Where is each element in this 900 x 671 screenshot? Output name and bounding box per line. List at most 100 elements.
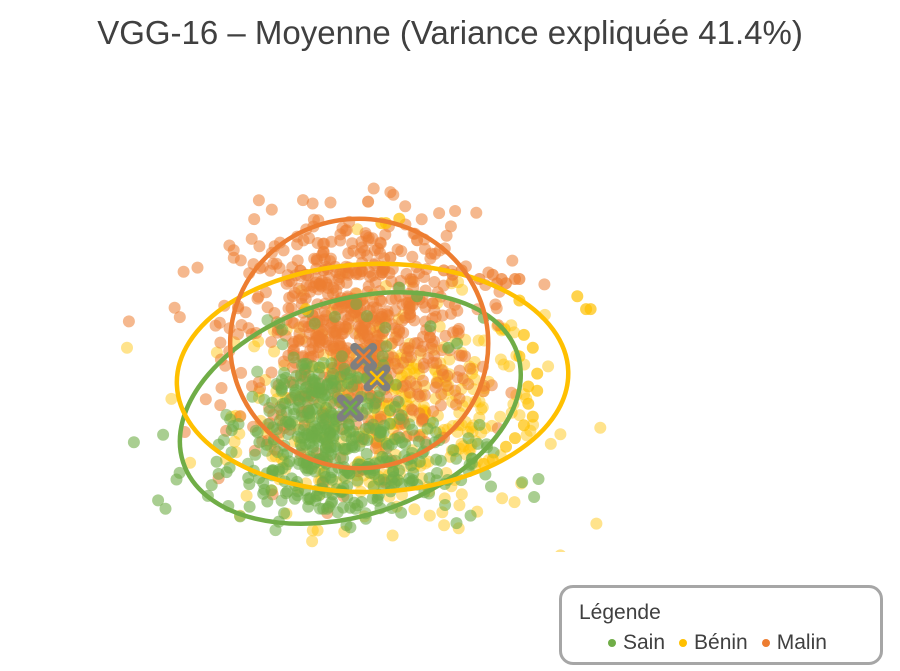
point-sain (434, 454, 447, 467)
point-malin (506, 254, 519, 267)
centroid-malin (350, 342, 378, 370)
point-malin (435, 388, 448, 401)
point-sain (263, 405, 276, 417)
point-sain (471, 437, 484, 450)
point-malin (399, 200, 412, 213)
point-sain (447, 444, 460, 456)
point-malin (416, 412, 429, 425)
point-sain (276, 462, 289, 475)
point-sain-outlier (442, 341, 455, 354)
point-sain (220, 408, 233, 421)
point-sain (316, 476, 329, 489)
point-sain (412, 435, 425, 448)
point-sain (246, 390, 259, 403)
point-malin (451, 371, 464, 384)
point-sain (337, 501, 350, 514)
point-bénin-outlier (571, 290, 584, 303)
point-sain (387, 465, 400, 478)
point-malin (285, 302, 298, 315)
point-sain (367, 480, 380, 493)
point-malin (252, 194, 265, 207)
point-malin (235, 366, 248, 379)
point-sain (379, 321, 392, 334)
point-sain (288, 492, 301, 505)
point-sain (288, 407, 300, 420)
point-bénin (475, 403, 488, 416)
point-bénin (386, 529, 399, 542)
point-sain (403, 418, 416, 431)
point-malin (490, 302, 503, 315)
point-sain (210, 455, 223, 468)
point-malin (277, 355, 290, 368)
point-malin (291, 238, 304, 251)
point-sain (321, 502, 334, 515)
point-bénin (408, 503, 421, 516)
point-sain (157, 428, 170, 441)
point-sain (316, 382, 329, 395)
point-malin (324, 196, 337, 209)
point-malin (214, 399, 227, 412)
point-sain (516, 476, 529, 489)
point-malin (259, 286, 272, 299)
point-bénin-outlier (500, 440, 512, 453)
point-malin (419, 242, 431, 255)
point-malin (435, 364, 448, 377)
legend-item-sain: Sain (608, 631, 665, 655)
point-bénin (594, 421, 607, 434)
point-malin (322, 288, 335, 301)
point-sain (360, 310, 373, 323)
point-malin (214, 336, 227, 349)
point-malin (122, 315, 135, 328)
point-sain (225, 424, 238, 437)
point-malin (406, 250, 419, 263)
point-malin (385, 293, 398, 306)
point-malin (391, 243, 404, 256)
point-sain (303, 492, 316, 504)
point-malin (342, 247, 355, 260)
point-sain (327, 413, 340, 426)
point-sain (152, 494, 165, 507)
point-malin (264, 264, 277, 277)
point-sain (287, 351, 300, 364)
point-sain (380, 340, 393, 353)
point-sain (170, 473, 183, 486)
point-sain (359, 422, 372, 435)
point-malin (303, 232, 315, 245)
point-sain (450, 517, 463, 530)
point-malin (265, 366, 278, 379)
point-malin (232, 328, 244, 341)
centroid-bénin (363, 364, 391, 392)
point-malin (215, 382, 228, 394)
point-malin (227, 251, 240, 264)
point-malin (261, 301, 274, 314)
point-malin (334, 234, 347, 247)
centroid-sain (336, 394, 364, 422)
point-malin (415, 213, 428, 226)
legend-items: Sain Bénin Malin (608, 631, 841, 655)
point-bénin (505, 319, 518, 332)
point-bénin (503, 360, 516, 373)
point-sain (351, 474, 364, 487)
point-malin (300, 279, 313, 292)
point-malin (403, 302, 416, 315)
point-sain (223, 461, 236, 474)
point-malin (433, 207, 446, 220)
point-bénin (240, 489, 253, 502)
point-bénin (472, 334, 485, 347)
point-sain (395, 506, 408, 519)
point-bénin (306, 524, 319, 537)
point-bénin-outlier (509, 432, 521, 445)
point-malin (402, 342, 415, 354)
point-malin (245, 232, 258, 245)
point-bénin (455, 488, 468, 501)
point-bénin (268, 345, 281, 358)
point-malin (470, 206, 483, 219)
point-sain (127, 436, 140, 449)
point-sain (324, 374, 337, 387)
point-sain (375, 426, 387, 439)
point-malin (314, 558, 326, 570)
point-malin (453, 392, 466, 405)
point-sain (485, 480, 497, 493)
point-bénin (248, 340, 261, 353)
